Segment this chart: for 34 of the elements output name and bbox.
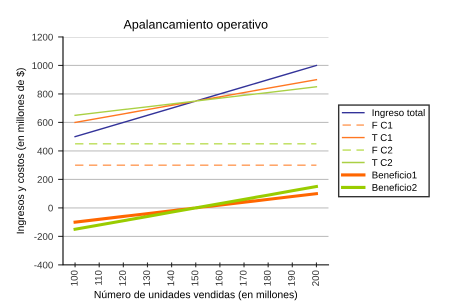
line-series bbox=[74, 64, 318, 138]
x-tick-label: 140 bbox=[167, 270, 174, 286]
line-series bbox=[74, 86, 318, 116]
y-tick-label: 800 bbox=[37, 90, 53, 98]
y-tick-label: 200 bbox=[38, 176, 53, 184]
line-series bbox=[74, 185, 318, 231]
legend-label: F C1 bbox=[372, 122, 392, 129]
y-tick-label: -200 bbox=[34, 233, 53, 240]
legend-label: T C2 bbox=[372, 159, 392, 166]
y-tick-label: 1200 bbox=[32, 34, 53, 41]
x-tick-label: 110 bbox=[94, 270, 102, 285]
x-tick-label: 150 bbox=[191, 270, 198, 286]
legend-label: F C2 bbox=[372, 146, 392, 154]
x-tick-label: 190 bbox=[288, 270, 295, 286]
legend-label: Beneficio2 bbox=[372, 184, 417, 191]
x-tick-label: 170 bbox=[240, 270, 247, 286]
y-tick-label: 1000 bbox=[32, 62, 53, 70]
x-tick-label: 180 bbox=[264, 270, 271, 286]
x-axis-title: Número de unidades vendidas (en millones) bbox=[94, 290, 298, 300]
x-tick-label: 160 bbox=[216, 270, 222, 286]
y-tick-label: 0 bbox=[48, 204, 53, 212]
y-tick-label: -400 bbox=[34, 262, 53, 268]
x-tick-label: 200 bbox=[312, 270, 320, 286]
legend-label: T C1 bbox=[372, 134, 392, 142]
x-tick-label: 100 bbox=[70, 270, 78, 286]
y-tick-label: 400 bbox=[37, 148, 53, 155]
chart-title: Apalancamiento operativo bbox=[124, 20, 268, 32]
legend-label: Beneficio1 bbox=[372, 171, 417, 178]
x-tick-label: 120 bbox=[119, 270, 126, 286]
legend-label: Ingreso total bbox=[372, 108, 425, 118]
line-series bbox=[74, 79, 318, 124]
y-tick-label: 600 bbox=[38, 119, 53, 126]
y-axis-title: Ingresos y costos (en millones de $) bbox=[16, 68, 26, 234]
x-tick-label: 130 bbox=[143, 270, 150, 286]
